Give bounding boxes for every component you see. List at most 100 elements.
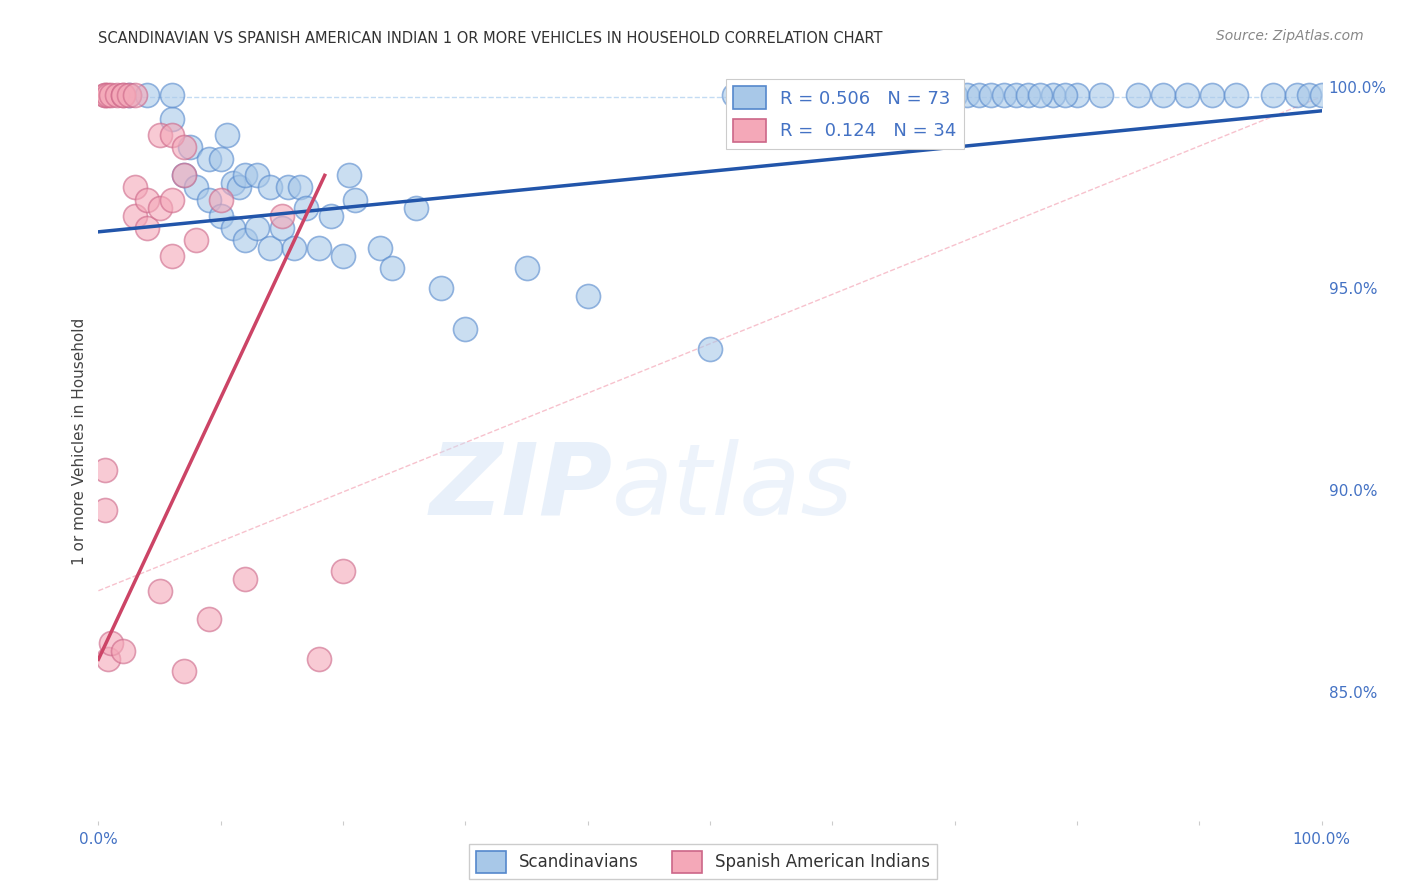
Point [454, 321, 477, 335]
Point [136, 87, 159, 102]
Point [1261, 87, 1284, 102]
Point [124, 209, 146, 223]
Point [1310, 87, 1333, 102]
Point [100, 87, 122, 102]
Point [277, 180, 299, 194]
Legend: Scandinavians, Spanish American Indians: Scandinavians, Spanish American Indians [468, 845, 938, 880]
Point [748, 87, 770, 102]
Point [1128, 87, 1150, 102]
Point [723, 87, 745, 102]
Point [870, 87, 893, 102]
Point [259, 241, 281, 255]
Point [290, 180, 312, 194]
Point [845, 87, 868, 102]
Point [97, 652, 120, 666]
Point [228, 180, 250, 194]
Point [894, 87, 917, 102]
Point [956, 87, 979, 102]
Point [931, 87, 953, 102]
Point [136, 220, 159, 235]
Point [1053, 87, 1076, 102]
Point [1152, 87, 1174, 102]
Point [160, 112, 183, 126]
Point [209, 193, 232, 207]
Text: SCANDINAVIAN VS SPANISH AMERICAN INDIAN 1 OR MORE VEHICLES IN HOUSEHOLD CORRELAT: SCANDINAVIAN VS SPANISH AMERICAN INDIAN … [98, 31, 883, 46]
Point [308, 652, 330, 666]
Point [124, 87, 146, 102]
Point [1225, 87, 1247, 102]
Point [943, 87, 966, 102]
Point [215, 128, 238, 142]
Point [821, 87, 844, 102]
Point [173, 169, 195, 183]
Point [1201, 87, 1223, 102]
Point [319, 209, 342, 223]
Point [1029, 87, 1052, 102]
Text: Source: ZipAtlas.com: Source: ZipAtlas.com [1216, 29, 1364, 43]
Point [197, 612, 219, 626]
Point [118, 87, 141, 102]
Point [381, 261, 404, 276]
Point [699, 342, 721, 356]
Point [233, 572, 256, 586]
Point [173, 169, 195, 183]
Legend: R = 0.506   N = 73, R =  0.124   N = 34: R = 0.506 N = 73, R = 0.124 N = 34 [727, 79, 965, 149]
Point [160, 193, 183, 207]
Point [1042, 87, 1064, 102]
Point [222, 220, 245, 235]
Point [93, 87, 115, 102]
Point [1017, 87, 1039, 102]
Point [149, 128, 172, 142]
Point [149, 201, 172, 215]
Point [332, 564, 354, 578]
Point [368, 241, 391, 255]
Point [124, 180, 146, 194]
Text: atlas: atlas [612, 439, 853, 535]
Point [967, 87, 990, 102]
Point [136, 193, 159, 207]
Point [576, 289, 599, 303]
Point [97, 87, 120, 102]
Point [111, 87, 134, 102]
Point [93, 503, 115, 517]
Point [920, 87, 942, 102]
Point [160, 128, 183, 142]
Point [197, 153, 219, 167]
Point [283, 241, 305, 255]
Point [1090, 87, 1112, 102]
Point [797, 87, 820, 102]
Point [270, 209, 294, 223]
Point [270, 220, 294, 235]
Point [173, 140, 195, 154]
Point [907, 87, 929, 102]
Point [118, 87, 141, 102]
Point [1298, 87, 1320, 102]
Point [111, 87, 134, 102]
Y-axis label: 1 or more Vehicles in Household: 1 or more Vehicles in Household [72, 318, 87, 566]
Point [515, 261, 537, 276]
Point [197, 193, 219, 207]
Point [105, 87, 128, 102]
Point [1004, 87, 1026, 102]
Point [980, 87, 1002, 102]
Point [111, 644, 134, 658]
Point [430, 281, 453, 295]
Point [209, 209, 232, 223]
Point [405, 201, 427, 215]
Point [233, 233, 256, 247]
Point [222, 177, 245, 191]
Point [160, 87, 183, 102]
Point [209, 153, 232, 167]
Point [259, 180, 281, 194]
Point [100, 636, 122, 650]
Point [344, 193, 367, 207]
Point [93, 463, 115, 477]
Point [883, 87, 905, 102]
Point [93, 87, 115, 102]
Point [332, 249, 354, 263]
Point [160, 249, 183, 263]
Point [858, 87, 880, 102]
Point [295, 201, 318, 215]
Point [186, 233, 208, 247]
Point [149, 583, 172, 598]
